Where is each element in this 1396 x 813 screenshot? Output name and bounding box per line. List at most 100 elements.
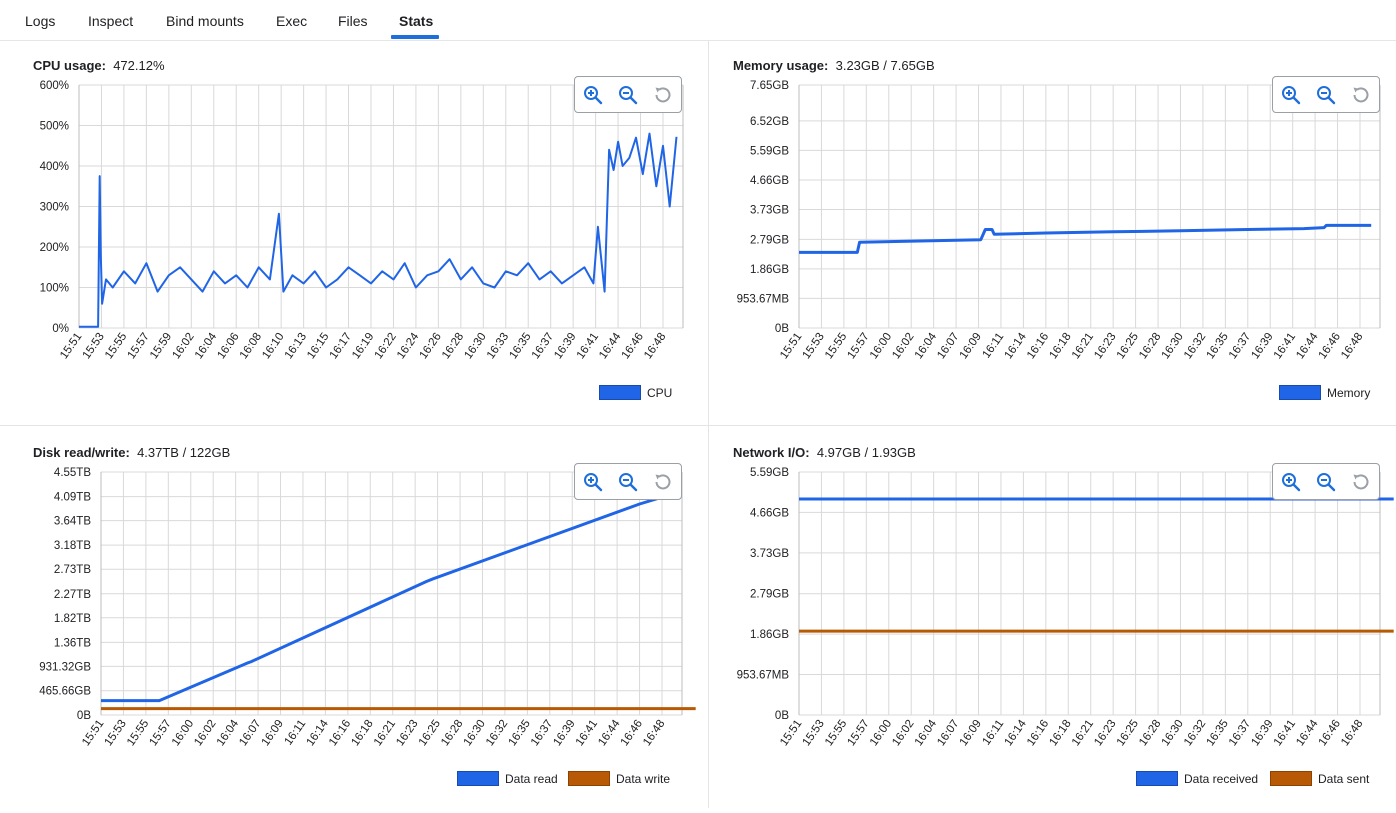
x-tick-label: 16:37 xyxy=(1227,331,1253,361)
x-tick-label: 16:35 xyxy=(507,331,533,361)
y-tick-label: 500% xyxy=(40,121,69,133)
y-tick-label: 7.65GB xyxy=(750,80,789,92)
disk-io-label: Disk read/write: xyxy=(33,445,130,460)
y-tick-label: 1.86GB xyxy=(750,629,789,641)
grid-lines xyxy=(798,471,1380,716)
x-tick-label: 15:51 xyxy=(778,331,804,361)
x-tick-label: 16:30 xyxy=(462,718,488,748)
legend-swatch xyxy=(1136,771,1178,786)
zoom-out-icon[interactable] xyxy=(1314,83,1338,107)
y-tick-label: 2.79GB xyxy=(750,234,789,246)
zoom-in-icon[interactable] xyxy=(1279,470,1303,494)
x-tick-label: 16:44 xyxy=(1294,330,1321,361)
zoom-in-icon[interactable] xyxy=(581,83,605,107)
memory-usage-panel: 0B 953.67MB 1.86GB 2.79GB 3.73GB 4.66GB 5.59GB… xyxy=(698,40,1396,426)
x-tick-label: 16:25 xyxy=(1115,331,1141,361)
y-tick-label: 0B xyxy=(775,710,789,722)
legend-swatch xyxy=(1279,385,1321,400)
y-tick-label: 100% xyxy=(40,283,69,295)
y-tick-label: 931.32GB xyxy=(39,661,91,673)
tab-files[interactable]: Files xyxy=(338,13,368,29)
panel-divider-vertical xyxy=(708,40,709,808)
reset-zoom-icon[interactable] xyxy=(651,470,675,494)
x-tick-label: 16:07 xyxy=(935,331,961,361)
y-tick-label: 2.79GB xyxy=(750,589,789,601)
tab-logs[interactable]: Logs xyxy=(25,13,56,29)
tab-bind-mounts[interactable]: Bind mounts xyxy=(166,13,244,29)
zoom-in-icon[interactable] xyxy=(1279,83,1303,107)
y-tick-label: 2.27TB xyxy=(54,589,91,601)
x-tick-label: 16:16 xyxy=(327,718,353,748)
x-tick-label: 16:21 xyxy=(1070,718,1096,748)
x-tick-label: 16:35 xyxy=(506,718,532,748)
tab-exec[interactable]: Exec xyxy=(276,13,308,29)
memory-usage-value: 3.23GB / 7.65GB xyxy=(835,58,935,73)
x-tick-label: 16:30 xyxy=(1160,331,1186,361)
x-tick-label: 16:04 xyxy=(215,717,242,748)
zoom-in-icon[interactable] xyxy=(581,470,605,494)
cpu-usage-panel: 0% 100% 200% 300% 400% 500% 600% 15:51 15:53 15:5… xyxy=(0,40,698,426)
series-line-data-read xyxy=(101,495,665,703)
x-tick-label: 16:04 xyxy=(193,330,220,361)
reset-zoom-icon[interactable] xyxy=(651,83,675,107)
tab-inspect[interactable]: Inspect xyxy=(88,13,134,29)
legend-label: Data sent xyxy=(1318,772,1370,786)
x-tick-label: 16:25 xyxy=(1115,718,1141,748)
x-tick-label: 16:07 xyxy=(237,718,263,748)
y-tick-label: 0B xyxy=(775,323,789,335)
x-tick-label: 15:57 xyxy=(147,718,173,748)
y-tick-label: 0B xyxy=(77,710,91,722)
y-tick-label: 6.52GB xyxy=(750,116,789,128)
x-tick-label: 16:21 xyxy=(372,718,398,748)
network-io-panel: 0B 953.67MB 1.86GB 2.79GB 3.73GB 4.66GB 5.59GB… xyxy=(698,427,1396,813)
cpu-usage-chart: 0%100%200%300%400%500%600%15:5115:5315:5… xyxy=(40,80,684,361)
y-tick-label: 400% xyxy=(40,161,69,173)
reset-zoom-icon[interactable] xyxy=(1349,470,1373,494)
reset-zoom-icon[interactable] xyxy=(1349,83,1373,107)
x-tick-label: 16:18 xyxy=(1047,331,1073,361)
x-tick-label: 16:26 xyxy=(418,331,444,361)
series-line-memory xyxy=(799,223,1372,254)
disk-io-panel: 0B 465.66GB 931.32GB 1.36TB 1.82TB 2.27TB 2.73… xyxy=(0,427,698,813)
x-tick-label: 16:09 xyxy=(958,331,984,361)
x-tick-label: 16:09 xyxy=(260,718,286,748)
memory-usage-chart: 0B 953.67MB 1.86GB 2.79GB 3.73GB 4.66GB 5.59GB… xyxy=(737,80,1381,361)
tab-stats[interactable]: Stats xyxy=(399,13,434,29)
x-tick-label: 16:39 xyxy=(551,718,577,748)
y-tick-label: 4.66GB xyxy=(750,507,789,519)
x-tick-label: 16:41 xyxy=(575,331,601,361)
x-tick-label: 16:44 xyxy=(597,330,624,361)
x-tick-label: 15:55 xyxy=(103,331,129,361)
x-tick-label: 16:28 xyxy=(439,718,465,748)
zoom-out-icon[interactable] xyxy=(1314,470,1338,494)
x-tick-label: 16:00 xyxy=(170,718,196,748)
x-tick-label: 16:35 xyxy=(1204,718,1230,748)
zoom-out-icon[interactable] xyxy=(616,470,640,494)
legend-swatch xyxy=(568,771,610,786)
memory-zoom-controls xyxy=(1272,76,1380,113)
y-tick-label: 4.55TB xyxy=(54,467,91,479)
cpu-usage-title: CPU usage: 472.12% xyxy=(33,58,165,73)
x-tick-label: 16:41 xyxy=(574,718,600,748)
x-tick-label: 16:37 xyxy=(1227,718,1253,748)
x-tick-label: 15:55 xyxy=(823,718,849,748)
x-tick-label: 16:07 xyxy=(935,718,961,748)
y-tick-label: 300% xyxy=(40,202,69,214)
x-tick-label: 16:32 xyxy=(1182,331,1208,361)
x-tick-label: 16:37 xyxy=(530,331,556,361)
disk-io-chart: 0B 465.66GB 931.32GB 1.36TB 1.82TB 2.27TB 2.73… xyxy=(39,467,696,748)
x-tick-label: 15:53 xyxy=(103,718,129,748)
legend-label: Data received xyxy=(1184,772,1259,786)
network-io-title: Network I/O: 4.97GB / 1.93GB xyxy=(733,445,916,460)
zoom-out-icon[interactable] xyxy=(616,83,640,107)
grid-lines xyxy=(798,84,1380,329)
x-tick-label: 16:41 xyxy=(1272,718,1298,748)
legend-swatch xyxy=(599,385,641,400)
y-tick-label: 5.59GB xyxy=(750,467,789,479)
x-tick-label: 16:28 xyxy=(1137,331,1163,361)
x-tick-label: 16:06 xyxy=(215,331,241,361)
y-tick-label: 3.18TB xyxy=(54,540,91,552)
x-tick-label: 16:14 xyxy=(305,717,332,748)
x-tick-label: 16:18 xyxy=(1047,718,1073,748)
x-tick-label: 16:46 xyxy=(620,331,646,361)
